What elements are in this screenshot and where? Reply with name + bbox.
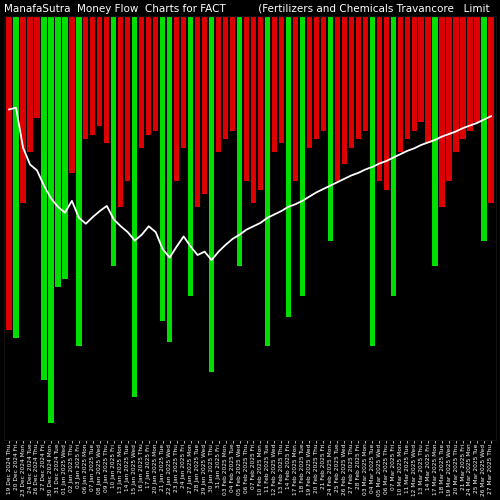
Bar [482, 16, 486, 240]
Bar [300, 16, 305, 295]
Bar [251, 16, 256, 202]
Bar [111, 16, 116, 266]
Bar [76, 16, 82, 346]
Bar [34, 16, 40, 118]
Bar [348, 16, 354, 148]
Bar [376, 16, 382, 181]
Bar [20, 16, 25, 202]
Bar [97, 16, 102, 126]
Bar [202, 16, 207, 194]
Bar [195, 16, 200, 207]
Bar [146, 16, 152, 135]
Bar [342, 16, 347, 165]
Bar [362, 16, 368, 130]
Bar [125, 16, 130, 181]
Bar [320, 16, 326, 130]
Bar [390, 16, 396, 295]
Bar [174, 16, 180, 181]
Bar [468, 16, 472, 130]
Text: ManafaSutra  Money Flow  Charts for FACT          (Fertilizers and Chemicals Tra: ManafaSutra Money Flow Charts for FACT (… [4, 4, 490, 14]
Bar [334, 16, 340, 181]
Bar [426, 16, 430, 144]
Bar [404, 16, 410, 139]
Bar [418, 16, 424, 122]
Bar [56, 16, 60, 287]
Bar [488, 16, 494, 202]
Bar [181, 16, 186, 148]
Bar [272, 16, 277, 152]
Bar [14, 16, 18, 338]
Bar [216, 16, 221, 152]
Bar [237, 16, 242, 266]
Bar [209, 16, 214, 372]
Bar [153, 16, 158, 130]
Bar [90, 16, 96, 135]
Bar [223, 16, 228, 139]
Bar [446, 16, 452, 181]
Bar [314, 16, 319, 139]
Bar [432, 16, 438, 266]
Bar [230, 16, 235, 130]
Bar [244, 16, 249, 181]
Bar [293, 16, 298, 181]
Bar [132, 16, 138, 397]
Bar [48, 16, 54, 422]
Bar [139, 16, 144, 148]
Bar [265, 16, 270, 346]
Bar [42, 16, 46, 380]
Bar [84, 16, 88, 139]
Bar [70, 16, 74, 173]
Bar [188, 16, 194, 295]
Bar [460, 16, 466, 139]
Bar [356, 16, 361, 139]
Bar [258, 16, 263, 190]
Bar [160, 16, 166, 321]
Bar [412, 16, 416, 130]
Bar [398, 16, 403, 152]
Bar [167, 16, 172, 342]
Bar [440, 16, 444, 207]
Bar [6, 16, 12, 330]
Bar [474, 16, 480, 122]
Bar [370, 16, 375, 346]
Bar [118, 16, 124, 207]
Bar [384, 16, 389, 190]
Bar [306, 16, 312, 148]
Bar [62, 16, 68, 278]
Bar [328, 16, 333, 240]
Bar [279, 16, 284, 144]
Bar [104, 16, 110, 144]
Bar [286, 16, 291, 317]
Bar [28, 16, 32, 152]
Bar [454, 16, 458, 152]
